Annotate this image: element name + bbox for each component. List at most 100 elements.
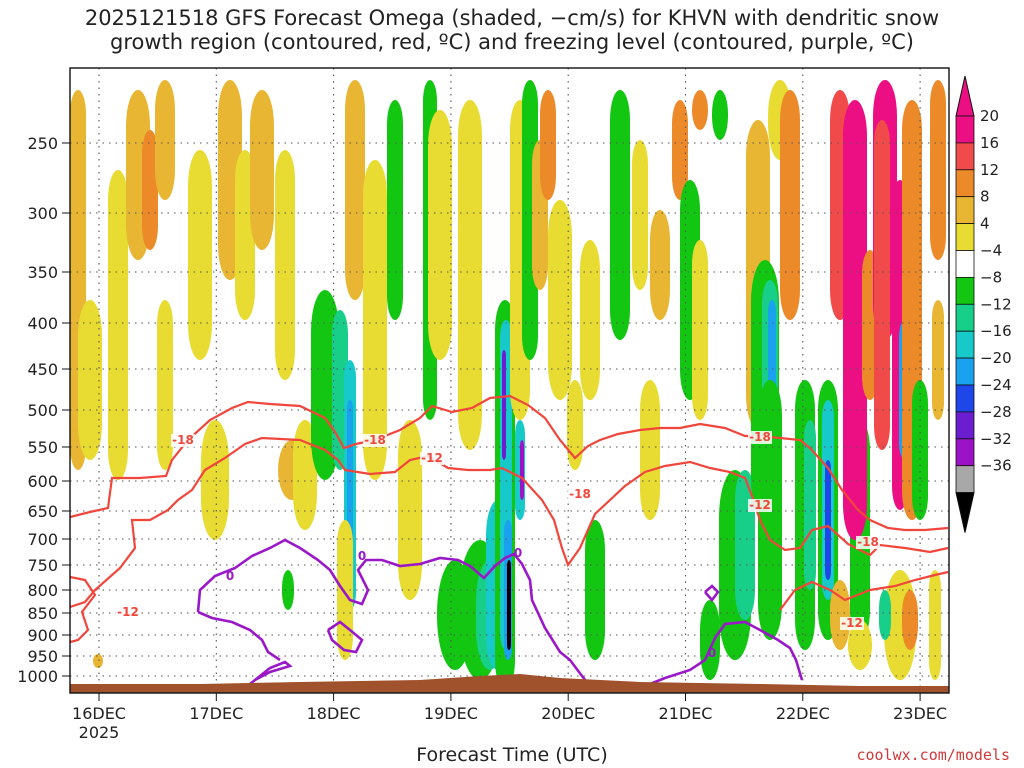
y-tick-label: 900 — [27, 626, 58, 645]
dgz-contour-lower — [70, 436, 949, 644]
dgz-label-bg — [856, 536, 880, 549]
y-tick-label: 800 — [27, 581, 58, 600]
omega-shade-cell — [387, 100, 403, 320]
x-year-label: 2025 — [79, 723, 120, 742]
chart-title-line2: growth region (contoured, red, ºC) and f… — [110, 30, 914, 54]
omega-shade-cell — [585, 520, 605, 660]
omega-shade-cell — [632, 140, 648, 290]
omega-shade-cell — [650, 210, 670, 320]
colorbar-bottom-arrow — [955, 492, 975, 533]
grid-lines — [70, 68, 949, 693]
contour-labels: -18 -18 -12 -18 -18 -12 -18 -12 -12 0 0 0 0 — [116, 430, 880, 660]
dgz-label-bg — [840, 617, 864, 630]
colorbar-tick-label: −36 — [980, 457, 1012, 475]
freezing-contours — [196, 538, 804, 687]
x-axis-label: Forecast Time (UTC) — [416, 744, 608, 766]
plot-frame — [69, 67, 950, 694]
colorbar-tick-label: −4 — [980, 242, 1002, 260]
colorbar-swatch — [955, 142, 975, 171]
omega-shade-cell — [157, 300, 173, 470]
freezing-contour-label: 0 — [514, 546, 522, 560]
x-axis: 16DEC 17DEC 18DEC 19DEC 20DEC 21DEC 22DEC 23DEC… — [72, 693, 947, 742]
colorbar-tick-label: 4 — [980, 215, 990, 233]
dgz-contour-label: -18 — [569, 487, 591, 501]
omega-shade-cell — [93, 654, 103, 668]
x-tick-label: 20DEC — [541, 704, 595, 723]
omega-shade-cell — [337, 520, 353, 660]
omega-shade-cell — [458, 100, 482, 450]
colorbar-tick-label: −8 — [980, 268, 1002, 286]
omega-shade-cell — [275, 150, 295, 380]
colorbar-tick-label: −20 — [980, 349, 1012, 367]
x-tick-label: 17DEC — [189, 704, 243, 723]
colorbar-top-arrow — [955, 75, 975, 117]
omega-shade-cell — [843, 100, 867, 540]
colorbar-swatch — [955, 384, 975, 413]
omega-shade-cell — [712, 90, 728, 140]
freezing-contour-label: 0 — [358, 549, 366, 563]
omega-shade-cell — [580, 240, 600, 400]
terrain-fill — [70, 674, 949, 693]
omega-shade-cell — [142, 130, 158, 250]
y-tick-label: 500 — [27, 401, 58, 420]
omega-shade-cell — [282, 570, 294, 610]
y-tick-label: 850 — [27, 604, 58, 623]
omega-shade-cell — [830, 580, 850, 650]
colorbar-swatch — [955, 276, 975, 305]
y-tick-label: 700 — [27, 530, 58, 549]
x-tick-label: 16DEC — [72, 704, 126, 723]
colorbar-tick-label: 20 — [980, 107, 999, 125]
omega-shade-cell — [201, 420, 229, 540]
y-tick-label: 650 — [27, 502, 58, 521]
y-tick-label: 750 — [27, 556, 58, 575]
x-tick-label: 21DEC — [659, 704, 713, 723]
colorbar-swatch — [955, 250, 975, 278]
colorbar-swatch — [955, 169, 975, 198]
chart-title: 2025121518 GFS Forecast Omega (shaded, −… — [0, 6, 1024, 54]
y-tick-label: 550 — [27, 438, 58, 457]
dgz-contour-label: -12 — [749, 498, 771, 512]
omega-shade-cell — [825, 460, 831, 580]
colorbar-swatch — [955, 115, 975, 144]
y-tick-label: 400 — [27, 314, 58, 333]
omega-shade-cell — [108, 170, 128, 480]
colorbar-swatch — [955, 196, 975, 224]
omega-shade-cell — [502, 350, 506, 460]
dgz-label-bg — [748, 431, 772, 444]
omega-shade-cell — [610, 90, 630, 340]
y-tick-label: 450 — [27, 360, 58, 379]
x-tick-label: 18DEC — [307, 704, 361, 723]
omega-shading — [70, 80, 946, 690]
colorbar-swatch — [955, 303, 975, 332]
omega-shade-cell — [640, 380, 660, 520]
omega-shade-cell — [540, 90, 556, 200]
omega-shade-cell — [250, 90, 274, 250]
colorbar-tick-label: 8 — [980, 188, 990, 206]
terrain — [70, 674, 949, 693]
omega-shade-cell — [188, 150, 212, 360]
x-tick-label: 22DEC — [776, 704, 830, 723]
colorbar-tick-label: 12 — [980, 161, 999, 179]
dgz-contour-label: -18 — [857, 535, 879, 549]
colorbar-tick-label: −32 — [980, 430, 1012, 448]
omega-shade-cell — [912, 380, 928, 520]
chart-title-line1: 2025121518 GFS Forecast Omega (shaded, −… — [84, 6, 940, 30]
colorbar-tick-label: −16 — [980, 322, 1012, 340]
omega-shade-cell — [879, 590, 891, 640]
dgz-contour-upper — [70, 394, 949, 532]
y-tick-label: 250 — [27, 134, 58, 153]
omega-shade-cell — [347, 400, 353, 560]
omega-shade-cell — [902, 590, 918, 650]
colorbar: 20 16 12 8 4 −4 −8 −12 −16 −20 −24 −28 −32 −36 — [955, 75, 1012, 533]
y-tick-label: 300 — [27, 204, 58, 223]
omega-shade-cell — [804, 420, 816, 590]
colorbar-swatch — [955, 223, 975, 251]
omega-shade-cell — [507, 560, 511, 650]
dgz-label-bg — [171, 434, 195, 447]
colorbar-swatch — [955, 465, 975, 494]
omega-shade-cell — [345, 80, 365, 300]
colorbar-swatch — [955, 357, 975, 386]
dgz-contour-label: -12 — [421, 451, 443, 465]
credit-text: coolwx.com/models — [856, 746, 1010, 764]
dgz-label-bg — [568, 488, 592, 501]
